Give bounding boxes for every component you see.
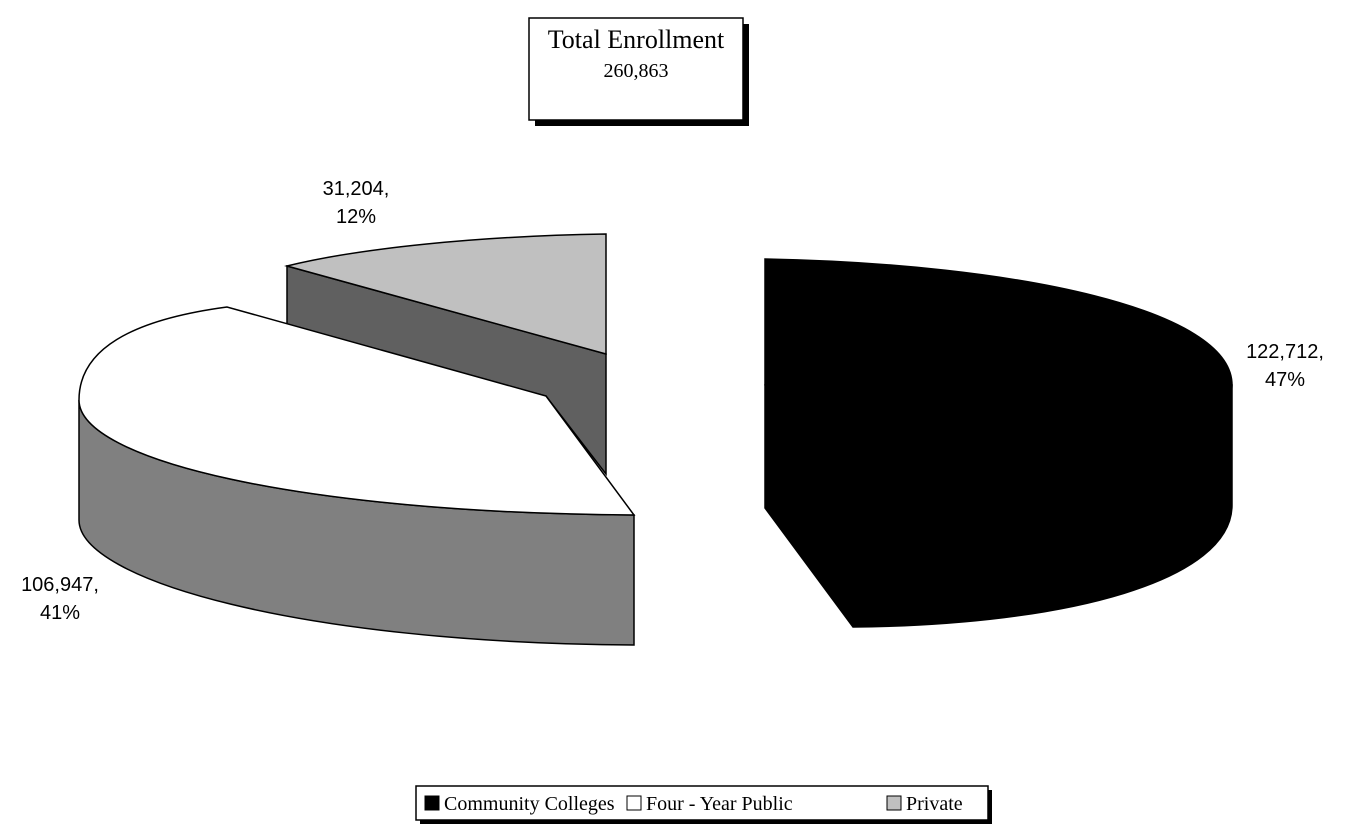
total-box-frame xyxy=(528,17,744,121)
label-private-value: 31,204, xyxy=(323,178,390,200)
label-four-year-public-pct: 41% xyxy=(40,602,80,624)
legend-label-four-year-public: Four - Year Public xyxy=(646,793,793,815)
legend-label-private: Private xyxy=(906,793,963,815)
data-labels: 31,204, 12% 122,712, 47% 106,947, 41% xyxy=(21,178,1324,624)
legend-swatch-community-colleges xyxy=(424,795,440,811)
legend-swatch-private xyxy=(886,795,902,811)
total-box-value: 260,863 xyxy=(604,60,669,82)
label-four-year-public-value: 106,947, xyxy=(21,574,99,596)
pie-slice-community-colleges xyxy=(764,258,1233,628)
slice-four-year-public-top xyxy=(78,306,636,516)
label-community-colleges-pct: 47% xyxy=(1265,369,1305,391)
total-enrollment-box: Total Enrollment 260,863 xyxy=(528,17,749,126)
legend-swatch-four-year-public xyxy=(626,795,642,811)
pie-slice-four-year-public xyxy=(78,306,636,646)
pie-slice-private xyxy=(284,233,607,477)
legend: Community Colleges Four - Year Public Pr… xyxy=(415,785,992,824)
slice-private-top xyxy=(284,233,607,355)
legend-label-community-colleges: Community Colleges xyxy=(444,793,615,815)
label-community-colleges-value: 122,712, xyxy=(1246,341,1324,363)
total-box-title: Total Enrollment xyxy=(548,25,725,54)
slice-community-colleges-top xyxy=(764,258,1233,508)
label-private-pct: 12% xyxy=(336,206,376,228)
